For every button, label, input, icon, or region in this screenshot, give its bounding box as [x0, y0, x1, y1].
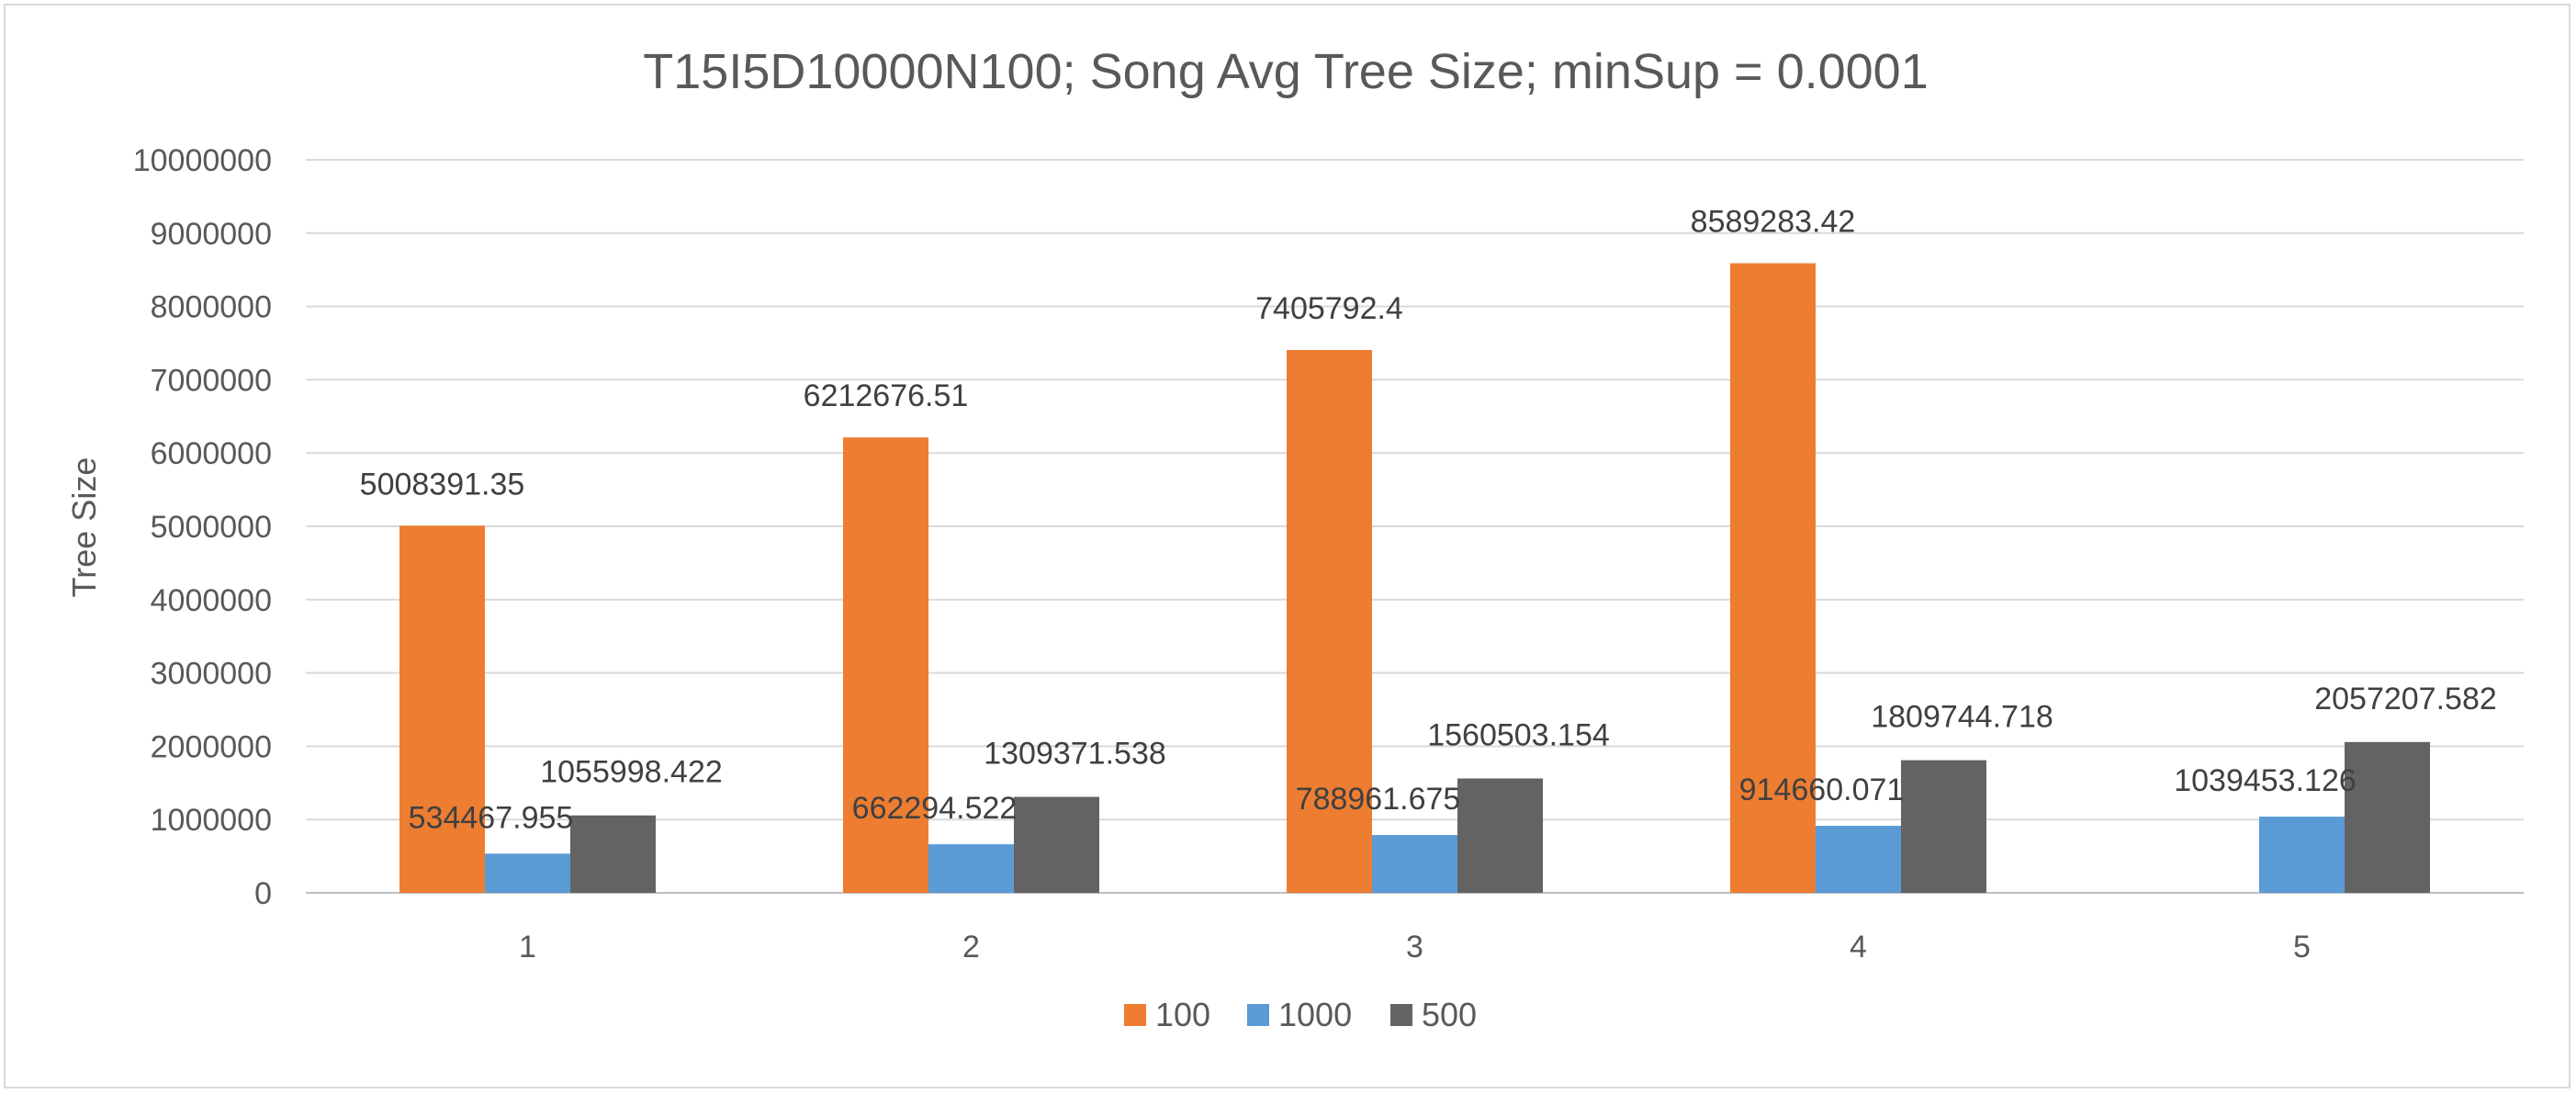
- y-axis-title: Tree Size: [65, 457, 103, 598]
- legend-swatch-1000: [1247, 1004, 1269, 1026]
- x-tick-label: 3: [1406, 930, 1423, 964]
- data-label: 5008391.35: [360, 467, 525, 502]
- legend-swatch-500: [1390, 1004, 1412, 1026]
- bar-series-1000-cat-4: [1816, 826, 1901, 893]
- data-label: 1809744.718: [1871, 700, 2053, 735]
- x-tick-label: 5: [2293, 930, 2311, 964]
- y-tick-label: 1000000: [151, 803, 272, 838]
- data-label: 7405792.4: [1255, 291, 1403, 326]
- bar-series-500-cat-5: [2345, 741, 2430, 893]
- y-tick-label: 2000000: [151, 729, 272, 764]
- data-label: 6212676.51: [804, 378, 969, 413]
- bars: [399, 263, 2430, 893]
- x-axis-ticks: 1 2 3 4 5: [519, 930, 2311, 964]
- data-label: 1560503.154: [1427, 717, 1610, 752]
- legend-swatch-100: [1124, 1004, 1146, 1026]
- bar-series-100-cat-4: [1730, 263, 1816, 893]
- y-tick-label: 0: [254, 876, 272, 911]
- data-labels: 5008391.35 534467.955 1055998.422 6212676.5…: [360, 205, 2497, 836]
- y-tick-label: 6000000: [151, 436, 272, 471]
- y-tick-label: 7000000: [151, 363, 272, 398]
- bar-series-100-cat-1: [399, 525, 485, 893]
- gridlines: [306, 159, 2524, 894]
- bar-series-500-cat-4: [1901, 760, 1986, 893]
- data-label: 1309371.538: [984, 737, 1166, 772]
- bar-series-500-cat-2: [1014, 796, 1099, 893]
- bar-series-1000-cat-1: [485, 853, 570, 893]
- y-tick-label: 5000000: [151, 510, 272, 545]
- data-label: 2057207.582: [2314, 682, 2497, 716]
- legend: 100 1000 500: [1124, 996, 1477, 1033]
- data-label: 662294.522: [852, 791, 1018, 826]
- bar-series-1000-cat-3: [1372, 835, 1457, 893]
- y-axis-ticks: 0 1000000 2000000 3000000 4000000 5000000 6000…: [133, 143, 272, 911]
- data-label: 534467.955: [409, 800, 574, 835]
- legend-label-500: 500: [1422, 996, 1477, 1033]
- legend-label-100: 100: [1155, 996, 1210, 1033]
- legend-label-1000: 1000: [1278, 996, 1352, 1033]
- y-tick-label: 10000000: [133, 143, 272, 178]
- bar-series-1000-cat-2: [928, 844, 1014, 893]
- y-tick-label: 9000000: [151, 217, 272, 252]
- y-tick-label: 3000000: [151, 657, 272, 692]
- bar-series-500-cat-3: [1457, 778, 1543, 893]
- data-label: 1055998.422: [540, 755, 723, 790]
- x-tick-label: 1: [519, 930, 536, 964]
- x-tick-label: 4: [1850, 930, 1867, 964]
- chart-title: T15I5D10000N100; Song Avg Tree Size; min…: [643, 44, 1928, 99]
- y-tick-label: 8000000: [151, 290, 272, 325]
- data-label: 914660.071: [1739, 773, 1905, 807]
- bar-series-100-cat-3: [1287, 350, 1372, 893]
- data-label: 788961.675: [1296, 782, 1461, 817]
- data-label: 1039453.126: [2174, 763, 2357, 798]
- bar-series-500-cat-1: [570, 815, 656, 893]
- bar-series-1000-cat-5: [2259, 817, 2345, 893]
- x-tick-label: 2: [962, 930, 980, 964]
- y-tick-label: 4000000: [151, 583, 272, 618]
- bar-series-100-cat-2: [843, 437, 928, 893]
- data-label: 8589283.42: [1691, 205, 1856, 240]
